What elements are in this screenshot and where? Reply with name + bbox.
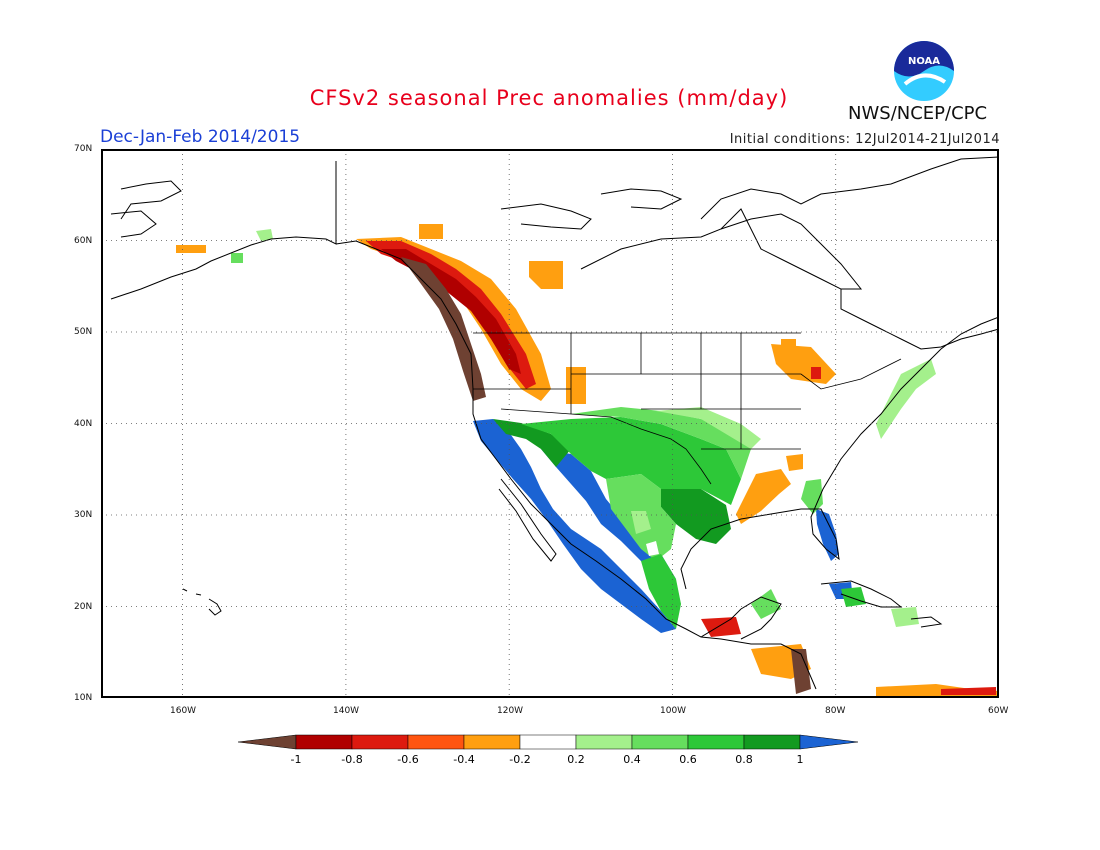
lon-label-60w: 60W [988,706,1009,716]
colorbar-swatch [575,734,633,750]
lon-label-140w: 140W [333,706,360,716]
noaa-logo-text: NOAA [908,56,940,67]
lon-label-100w: 100W [660,706,687,716]
lat-label-10n: 10N [74,693,93,703]
anomaly-field [176,224,999,698]
colorbar-swatch [687,734,745,750]
lat-label-50n: 50N [74,327,93,337]
colorbar-tick-label: 0.8 [735,753,753,766]
coastlines [110,156,999,690]
colorbar-swatch [351,734,409,750]
colorbar-swatch [519,734,577,750]
lat-label-60n: 60N [74,236,93,246]
season-label: Dec-Jan-Feb 2014/2015 [100,127,301,147]
lat-label-30n: 30N [74,510,93,520]
colorbar-swatch [295,734,353,750]
colorbar-tick-label: 0.6 [679,753,697,766]
colorbar-tick-label: 0.4 [623,753,641,766]
precip-anomaly-map [101,149,999,698]
colorbar-swatch [743,734,801,750]
colorbar-tick-label: -0.8 [341,753,362,766]
lon-label-80w: 80W [825,706,846,716]
lat-label-70n: 70N [74,144,93,154]
colorbar-swatch-high [799,734,859,750]
colorbar-tick-label: -0.2 [509,753,530,766]
lat-label-20n: 20N [74,602,93,612]
colorbar-swatch [407,734,465,750]
map-border [101,149,999,698]
map-title: CFSv2 seasonal Prec anomalies (mm/day) [309,86,789,110]
lat-label-40n: 40N [74,419,93,429]
noaa-logo: NOAA [894,41,954,101]
political-borders [335,161,902,485]
colorbar: -1 -0.8 -0.6 -0.4 -0.2 0.2 0.4 0.6 0.8 1 [238,734,859,766]
colorbar-tick-label: -0.4 [453,753,474,766]
colorbar-tick-label: -1 [291,753,302,766]
colorbar-swatch [463,734,521,750]
initial-conditions-label: Initial conditions: 12Jul2014-21Jul2014 [729,132,1000,147]
colorbar-swatch [631,734,689,750]
agency-label: NWS/NCEP/CPC [848,103,988,124]
colorbar-tick-label: 0.2 [567,753,585,766]
colorbar-tick-label: 1 [797,753,804,766]
lon-label-120w: 120W [497,706,524,716]
lon-label-160w: 160W [170,706,197,716]
colorbar-swatch-low [238,734,297,750]
colorbar-tick-label: -0.6 [397,753,418,766]
